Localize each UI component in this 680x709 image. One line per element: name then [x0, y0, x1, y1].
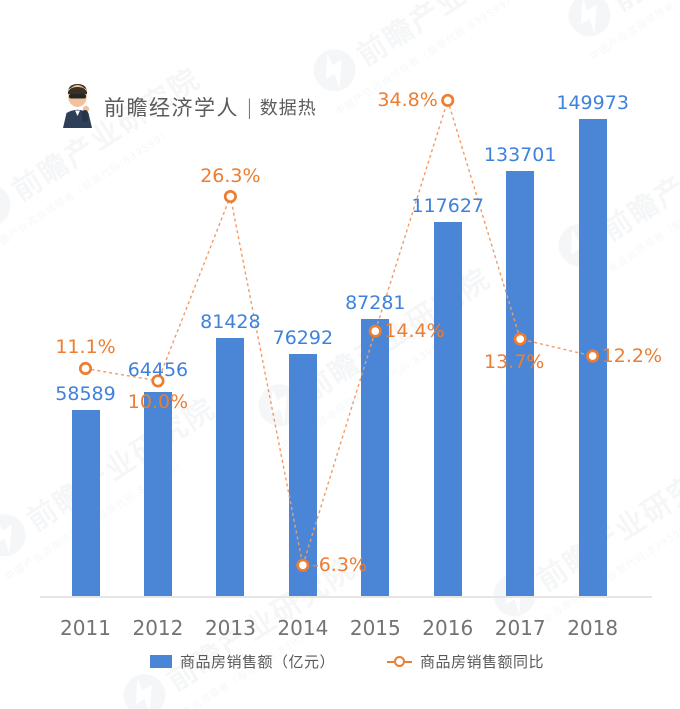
year-label-2017: 2017: [494, 616, 546, 640]
bar-2017: [506, 170, 535, 597]
chart-legend: 商品房销售额（亿元） 商品房销售额同比: [0, 651, 680, 672]
legend-label-yoy: 商品房销售额同比: [420, 653, 545, 671]
bar-2011: [71, 410, 100, 597]
bar-value-label-2015: 87281: [345, 291, 406, 314]
line-marker-2012: [151, 374, 165, 388]
year-label-2011: 2011: [60, 616, 111, 640]
bar-value-label-2014: 76292: [272, 326, 334, 349]
year-label-2018: 2018: [567, 616, 619, 640]
line-marker-2016: [441, 93, 455, 107]
year-label-2012: 2012: [132, 616, 184, 640]
bar-2012: [143, 391, 172, 597]
bar-value-label-2018: 149973: [556, 92, 629, 115]
bar-2016: [433, 222, 462, 597]
line-marker-2011: [78, 361, 93, 376]
bar-series-swatch-icon: [149, 655, 172, 668]
line-marker-2017: [513, 332, 527, 346]
pct-label-2014: -6.3%: [311, 554, 367, 577]
bar-value-label-2016: 117627: [411, 195, 485, 218]
brand-header: 前瞻经济学人 | 数据热: [62, 82, 317, 132]
legend-item-yoy: 商品房销售额同比: [387, 651, 544, 672]
brand-tagline: 数据热: [259, 98, 317, 119]
pct-label-2018: 12.2%: [601, 345, 662, 368]
bar-value-label-2013: 81428: [200, 310, 261, 333]
brand-name: 前瞻经济学人: [104, 96, 239, 120]
bar-2015: [361, 318, 390, 597]
bar-2013: [216, 337, 245, 597]
economist-avatar-icon: [62, 82, 93, 132]
line-series-marker-icon: [387, 656, 412, 667]
bar-value-label-2017: 133701: [483, 143, 557, 166]
bar-value-label-2012: 64456: [127, 358, 189, 381]
line-marker-2014: [296, 558, 310, 572]
year-label-2016: 2016: [422, 616, 474, 640]
line-marker-2013: [223, 189, 237, 204]
brand-divider: |: [246, 95, 253, 119]
year-label-2015: 2015: [349, 616, 401, 640]
legend-item-sales: 商品房销售额（亿元）: [149, 651, 335, 672]
pct-label-2015: 14.4%: [384, 320, 445, 343]
bar-2014: [288, 353, 317, 597]
bar-value-label-2011: 58589: [55, 383, 116, 406]
line-marker-2018: [586, 349, 600, 363]
legend-label-sales: 商品房销售额（亿元）: [179, 653, 335, 671]
year-label-2013: 2013: [204, 616, 256, 640]
pct-label-2017: 13.7%: [484, 351, 545, 374]
pct-label-2016: 34.8%: [377, 89, 438, 112]
pct-label-2013: 26.3%: [200, 164, 261, 187]
line-marker-2015: [368, 324, 382, 338]
x-axis-line: [40, 596, 652, 598]
pct-label-2012: 10.0%: [127, 390, 189, 413]
year-label-2014: 2014: [277, 616, 329, 640]
pct-label-2011: 11.1%: [55, 336, 116, 359]
